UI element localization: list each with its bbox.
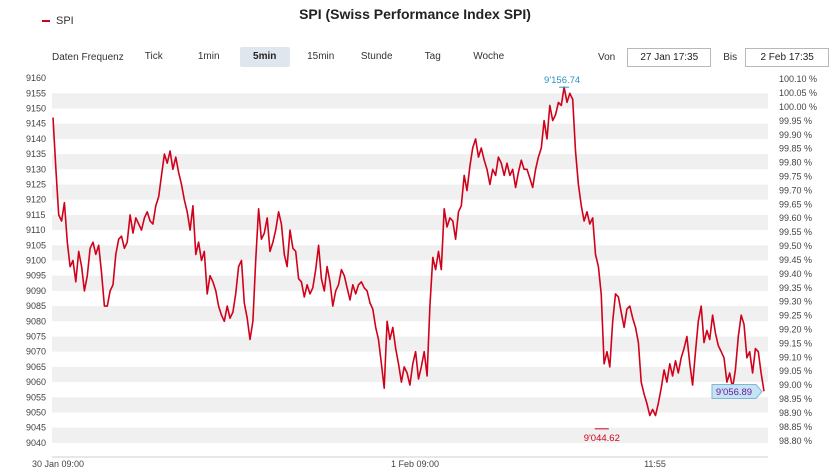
legend-swatch bbox=[42, 20, 50, 22]
frequency-label: Daten Frequenz bbox=[52, 51, 124, 63]
y-tick-label: 9135 bbox=[26, 149, 46, 159]
y-tick-label: 9130 bbox=[26, 164, 46, 174]
grid-band bbox=[52, 123, 768, 139]
y2-tick-label: 99.50 % bbox=[779, 241, 812, 251]
grid-band bbox=[52, 366, 768, 383]
y-tick-label: 9095 bbox=[26, 271, 46, 281]
frequency-button-tick[interactable]: Tick bbox=[144, 51, 163, 62]
y-tick-label: 9105 bbox=[26, 240, 46, 250]
min-label: 9'044.62 bbox=[584, 433, 620, 444]
y2-tick-label: 98.95 % bbox=[779, 394, 812, 404]
y2-tick-label: 99.70 % bbox=[779, 185, 812, 195]
y-tick-label: 9110 bbox=[26, 225, 45, 235]
frequency-button-1min[interactable]: 1min bbox=[197, 51, 220, 62]
y2-tick-label: 99.30 % bbox=[779, 297, 812, 307]
y-tick-label: 9090 bbox=[26, 286, 46, 296]
x-tick-label: 30 Jan 09:00 bbox=[32, 459, 84, 469]
y2-tick-label: 99.20 % bbox=[779, 325, 812, 335]
y2-tick-label: 99.00 % bbox=[779, 380, 812, 390]
x-tick-label: 1 Feb 09:00 bbox=[391, 459, 439, 469]
grid-band bbox=[52, 245, 768, 261]
grid-band bbox=[52, 397, 768, 413]
y-tick-label: 9115 bbox=[26, 210, 45, 220]
y-tick-label: 9120 bbox=[26, 195, 46, 205]
y2-tick-label: 100.00 % bbox=[779, 102, 817, 112]
series-line-spi[interactable] bbox=[52, 86, 765, 417]
to-date-input[interactable]: 2 Feb 17:35 bbox=[745, 47, 830, 67]
grid-band bbox=[52, 275, 768, 291]
y-tick-label: 9050 bbox=[26, 407, 46, 417]
y-tick-label: 9060 bbox=[26, 377, 46, 387]
y-tick-label: 9125 bbox=[26, 179, 46, 189]
frequency-button-5min[interactable]: 5min bbox=[239, 47, 290, 67]
grid-band bbox=[52, 306, 768, 322]
y-tick-label: 9055 bbox=[26, 392, 46, 402]
grid-bands bbox=[52, 93, 768, 443]
y-axis-right: 98.80 % 98.85 % 98.90 % 98.95 % 99.00 % 99.05… bbox=[779, 74, 817, 446]
y-tick-label: 9160 bbox=[26, 73, 46, 83]
grid-band bbox=[52, 154, 768, 170]
grid-band bbox=[52, 427, 768, 443]
grid-band bbox=[52, 184, 768, 200]
frequency-button-tag[interactable]: Tag bbox=[424, 51, 441, 62]
y2-tick-label: 98.90 % bbox=[779, 408, 812, 418]
frequency-button-stunde[interactable]: Stunde bbox=[360, 51, 393, 62]
grid-band bbox=[52, 93, 768, 109]
last-value-callout bbox=[711, 384, 763, 400]
legend-label: SPI bbox=[56, 15, 74, 27]
grid-band bbox=[52, 336, 768, 352]
y-tick-label: 9075 bbox=[26, 331, 46, 341]
y-tick-label: 9100 bbox=[26, 255, 46, 265]
y2-tick-label: 99.65 % bbox=[779, 199, 812, 209]
y-axis-left: 9040 9045 9050 9055 9060 9065 9070 9075 9080 9085… bbox=[26, 73, 46, 448]
y2-tick-label: 99.05 % bbox=[779, 366, 812, 376]
y-tick-label: 9150 bbox=[26, 103, 46, 113]
x-tick-label: 11:55 bbox=[644, 459, 666, 469]
y2-tick-label: 99.35 % bbox=[779, 283, 812, 293]
grid-band bbox=[52, 214, 768, 231]
y2-tick-label: 99.80 % bbox=[779, 158, 812, 168]
y2-tick-label: 99.40 % bbox=[779, 269, 812, 279]
frequency-button-woche[interactable]: Woche bbox=[473, 51, 505, 62]
y-tick-label: 9045 bbox=[26, 423, 46, 433]
date-range: Von 27 Jan 17:35 Bis 2 Feb 17:35 bbox=[598, 46, 830, 68]
y2-tick-label: 99.95 % bbox=[779, 116, 812, 126]
y-tick-label: 9065 bbox=[26, 362, 46, 372]
frequency-toolbar: Daten Frequenz Tick 1min 5min 15min Stun… bbox=[52, 46, 520, 68]
annotations: 9'156.74 9'044.62 9'056.89 bbox=[544, 75, 763, 444]
from-label: Von bbox=[598, 51, 616, 63]
y2-tick-label: 98.85 % bbox=[779, 422, 812, 432]
y-tick-label: 9155 bbox=[26, 88, 46, 98]
y-tick-label: 9145 bbox=[26, 119, 46, 129]
y2-tick-label: 99.75 % bbox=[779, 172, 812, 182]
y2-tick-label: 100.10 % bbox=[779, 74, 817, 84]
to-label: Bis bbox=[723, 51, 738, 63]
legend[interactable]: SPI bbox=[42, 15, 74, 27]
chart-title: SPI (Swiss Performance Index SPI) bbox=[299, 6, 531, 22]
y2-tick-label: 99.15 % bbox=[779, 338, 812, 348]
y-tick-label: 9070 bbox=[26, 347, 46, 357]
y2-tick-label: 99.10 % bbox=[779, 352, 812, 362]
y2-tick-label: 99.45 % bbox=[779, 255, 812, 265]
y2-tick-label: 99.85 % bbox=[779, 144, 812, 154]
y2-tick-label: 99.55 % bbox=[779, 227, 812, 237]
max-label: 9'156.74 bbox=[544, 75, 580, 86]
y-tick-label: 9040 bbox=[26, 438, 46, 448]
y-tick-label: 9140 bbox=[26, 134, 46, 144]
y-tick-label: 9080 bbox=[26, 316, 46, 326]
y2-tick-label: 99.90 % bbox=[779, 130, 812, 140]
frequency-button-15min[interactable]: 15min bbox=[307, 51, 335, 62]
y2-tick-label: 100.05 % bbox=[779, 88, 817, 98]
last-value-label: 9'056.89 bbox=[716, 387, 752, 398]
y2-tick-label: 98.80 % bbox=[779, 436, 812, 446]
from-date-input[interactable]: 27 Jan 17:35 bbox=[627, 47, 712, 67]
y-tick-label: 9085 bbox=[26, 301, 46, 311]
x-axis: 30 Jan 09:00 1 Feb 09:00 11:55 bbox=[32, 459, 666, 469]
y2-tick-label: 99.25 % bbox=[779, 311, 812, 321]
y2-tick-label: 99.60 % bbox=[779, 213, 812, 223]
